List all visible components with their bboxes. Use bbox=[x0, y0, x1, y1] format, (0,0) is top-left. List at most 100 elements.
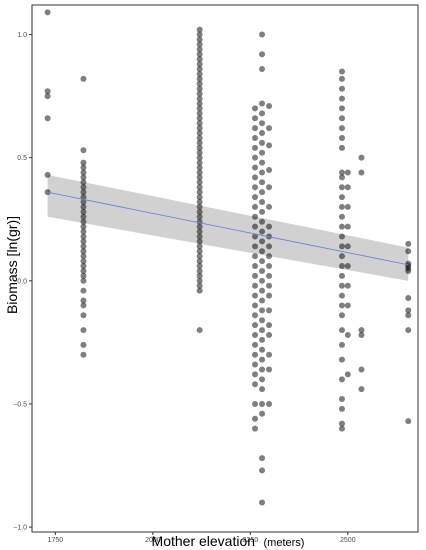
data-point bbox=[266, 366, 273, 373]
data-point bbox=[259, 208, 266, 215]
data-point bbox=[80, 267, 87, 274]
data-point bbox=[252, 371, 259, 378]
data-point bbox=[196, 228, 203, 235]
y-axis-title: Biomass [ln(gr)] bbox=[4, 216, 20, 314]
x-tick-label: 2500 bbox=[340, 537, 356, 544]
data-point bbox=[252, 223, 259, 230]
data-point bbox=[252, 134, 259, 141]
data-point bbox=[338, 68, 345, 75]
data-point bbox=[80, 218, 87, 225]
data-point bbox=[196, 159, 203, 166]
data-point bbox=[80, 243, 87, 250]
data-point bbox=[80, 174, 87, 181]
data-point bbox=[338, 341, 345, 348]
data-point bbox=[44, 9, 51, 16]
data-point bbox=[80, 272, 87, 279]
trend-line bbox=[47, 191, 409, 266]
data-point bbox=[252, 184, 259, 191]
data-point bbox=[196, 233, 203, 240]
data-point bbox=[259, 120, 266, 127]
data-point bbox=[196, 134, 203, 141]
data-point bbox=[259, 169, 266, 176]
data-point bbox=[259, 139, 266, 146]
data-point bbox=[344, 331, 351, 338]
data-point bbox=[196, 80, 203, 87]
data-point bbox=[196, 70, 203, 77]
data-point bbox=[252, 415, 259, 422]
data-point bbox=[338, 134, 345, 141]
data-point bbox=[80, 223, 87, 230]
data-point bbox=[259, 51, 266, 58]
data-point bbox=[196, 179, 203, 186]
panel-border bbox=[31, 4, 419, 533]
data-point bbox=[80, 238, 87, 245]
data-point bbox=[196, 56, 203, 63]
data-point bbox=[266, 253, 273, 260]
x-axis: 1750 2000 2250 2500 bbox=[48, 532, 356, 544]
data-point bbox=[259, 277, 266, 284]
data-point bbox=[196, 287, 203, 294]
data-point bbox=[196, 194, 203, 201]
data-point bbox=[80, 341, 87, 348]
data-point bbox=[196, 267, 203, 274]
data-point bbox=[80, 312, 87, 319]
data-point bbox=[80, 263, 87, 270]
data-point bbox=[266, 322, 273, 329]
data-point bbox=[259, 267, 266, 274]
data-point bbox=[252, 331, 259, 338]
data-point bbox=[44, 171, 51, 178]
data-point bbox=[196, 36, 203, 43]
data-point bbox=[259, 356, 266, 363]
data-point bbox=[344, 243, 351, 250]
y-tick-label: −0.5 bbox=[13, 401, 27, 408]
data-point bbox=[196, 41, 203, 48]
data-point bbox=[358, 169, 365, 176]
data-point bbox=[196, 51, 203, 58]
data-point bbox=[338, 327, 345, 334]
data-point bbox=[259, 66, 266, 73]
data-point bbox=[80, 199, 87, 206]
data-point bbox=[338, 243, 345, 250]
data-point bbox=[338, 253, 345, 260]
data-point bbox=[259, 366, 266, 373]
data-point bbox=[259, 159, 266, 166]
data-point bbox=[266, 292, 273, 299]
data-point bbox=[196, 327, 203, 334]
data-point bbox=[259, 346, 266, 353]
data-point bbox=[259, 248, 266, 255]
data-point bbox=[80, 164, 87, 171]
data-point bbox=[196, 110, 203, 117]
data-point bbox=[80, 147, 87, 154]
data-point bbox=[266, 243, 273, 250]
data-point bbox=[358, 386, 365, 393]
data-point bbox=[338, 272, 345, 279]
data-point bbox=[266, 263, 273, 270]
data-point bbox=[259, 238, 266, 245]
data-point bbox=[405, 240, 412, 247]
data-point bbox=[196, 115, 203, 122]
data-point bbox=[344, 203, 351, 210]
data-point bbox=[259, 386, 266, 393]
data-point bbox=[196, 95, 203, 102]
data-point bbox=[259, 410, 266, 417]
data-point bbox=[252, 125, 259, 132]
data-point bbox=[338, 405, 345, 412]
data-point bbox=[80, 159, 87, 166]
data-point bbox=[196, 149, 203, 156]
data-point bbox=[266, 125, 273, 132]
data-point bbox=[80, 258, 87, 265]
data-point bbox=[259, 499, 266, 506]
data-point bbox=[80, 351, 87, 358]
x-axis-unit: (meters) bbox=[264, 537, 305, 549]
data-point bbox=[344, 263, 351, 270]
data-point bbox=[338, 263, 345, 270]
data-point bbox=[266, 102, 273, 109]
data-point bbox=[259, 199, 266, 206]
data-point bbox=[196, 26, 203, 33]
data-point bbox=[338, 282, 345, 289]
y-axis: −1.0 −0.5 0.0 0.5 1.0 bbox=[13, 32, 32, 532]
data-point bbox=[80, 194, 87, 201]
data-point bbox=[196, 61, 203, 68]
data-point bbox=[196, 253, 203, 260]
